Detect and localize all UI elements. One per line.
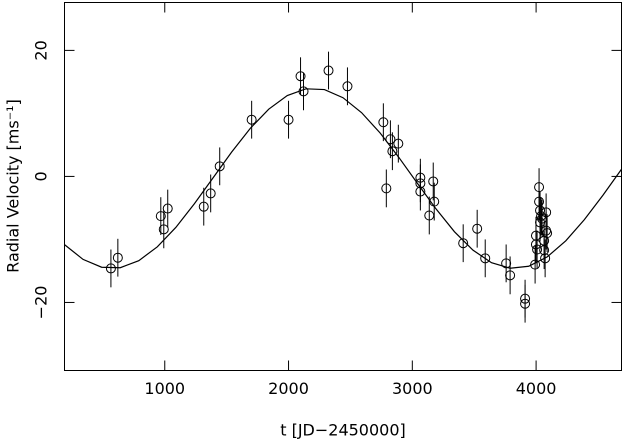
y-tick-label: 20 [32, 40, 51, 60]
data-point [472, 223, 483, 234]
data-point [540, 253, 551, 264]
data-point [155, 211, 166, 222]
data-point [198, 201, 209, 212]
data-point [378, 117, 389, 128]
data-point [501, 258, 512, 269]
data-point [393, 138, 404, 149]
data-point [530, 259, 541, 270]
data-point [387, 146, 398, 157]
data-point [532, 244, 543, 255]
x-tick-label: 2000 [268, 379, 309, 398]
x-tick-label: 3000 [392, 379, 433, 398]
data-point [458, 238, 469, 249]
plot-frame [64, 2, 622, 371]
data-point [246, 114, 257, 125]
data-point [541, 207, 552, 218]
data-point [505, 270, 516, 281]
data-point [298, 86, 309, 97]
data-point [530, 239, 541, 250]
data-point [520, 298, 531, 309]
data-point [105, 263, 116, 274]
data-point [480, 253, 491, 264]
data-point [429, 196, 440, 207]
data-point [283, 114, 294, 125]
y-tick-label: −20 [32, 286, 51, 320]
data-point [539, 245, 550, 256]
x-tick-label: 4000 [516, 379, 557, 398]
data-point [112, 252, 123, 263]
y-axis-label: Radial Velocity [ms⁻¹] [4, 99, 23, 273]
data-point [158, 224, 169, 235]
data-point [205, 188, 216, 199]
data-point [295, 71, 306, 82]
data-point [415, 186, 426, 197]
data-point [381, 183, 392, 194]
model-curve [64, 88, 622, 269]
data-point [342, 81, 353, 92]
y-tick-label: 0 [32, 171, 51, 181]
data-point [542, 228, 553, 239]
data-point [214, 161, 225, 172]
x-axis-label: t [JD−2450000] [280, 421, 406, 440]
data-point [323, 65, 334, 76]
data-point [162, 203, 173, 214]
x-tick-label: 1000 [144, 379, 185, 398]
data-point [385, 134, 396, 145]
data-point [428, 176, 439, 187]
